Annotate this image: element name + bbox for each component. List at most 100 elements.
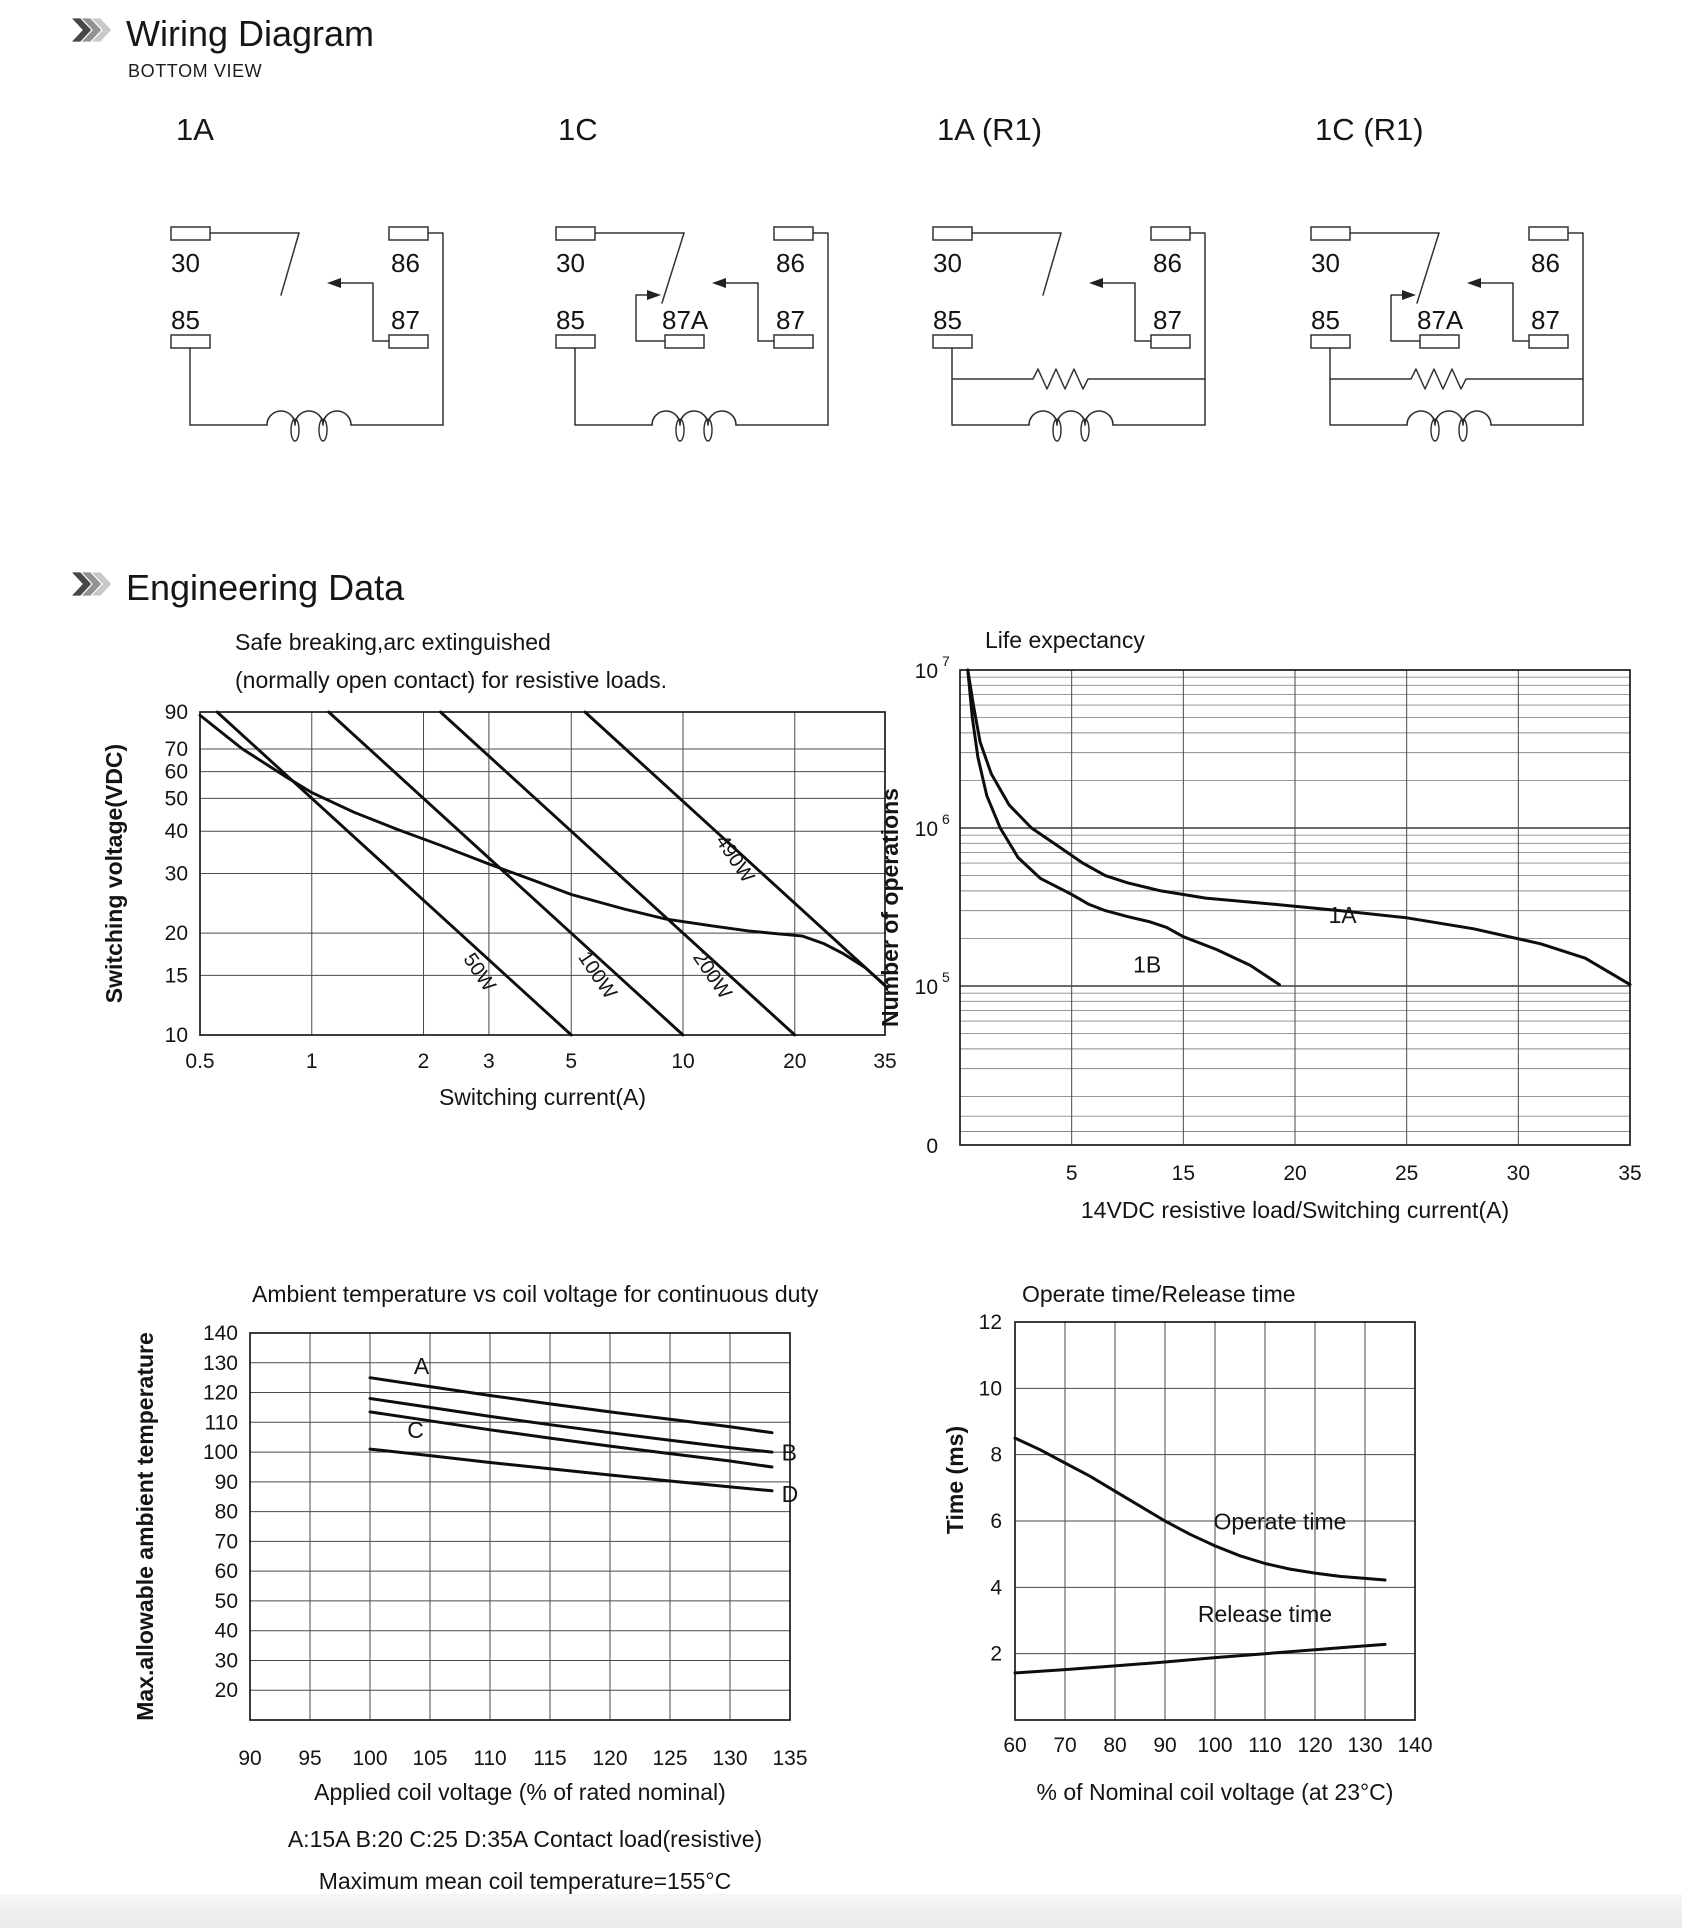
y-tick-label: 50: [215, 1590, 238, 1613]
terminal-label-86: 86: [1531, 248, 1560, 278]
series-50w: [215, 710, 573, 1037]
series-label: Operate time: [1214, 1508, 1347, 1534]
wiring-diagram-1a: 30 86 85 87: [170, 226, 444, 442]
x-tick-label: 80: [1103, 1734, 1126, 1757]
x-axis-title: 14VDC resistive load/Switching current(A…: [1081, 1197, 1509, 1223]
diagram-label-1ar1: 1A (R1): [937, 112, 1043, 147]
series-200w: [439, 710, 797, 1037]
switch-blade: [1042, 232, 1062, 296]
series-label: Release time: [1198, 1601, 1332, 1627]
terminal-label-87: 87: [776, 305, 805, 335]
x-tick-label: 115: [533, 1747, 566, 1770]
x-tick-label: 3: [483, 1050, 495, 1073]
terminal-label-86: 86: [776, 248, 805, 278]
y-tick-label: 6: [990, 1510, 1002, 1533]
series-label: 1A: [1329, 902, 1358, 928]
terminal-label-86: 86: [391, 248, 420, 278]
x-tick-label: 70: [1053, 1734, 1076, 1757]
series-100w: [327, 710, 685, 1037]
x-tick-label: 15: [1172, 1162, 1195, 1185]
y-tick-label: 140: [203, 1322, 238, 1345]
diagram-label-1cr1: 1C (R1): [1315, 112, 1424, 147]
wiring-section-title: Wiring Diagram: [126, 13, 375, 54]
x-tick-label: 120: [1297, 1734, 1332, 1757]
wiring-diagram-1c: 30 86 85 87 87A: [555, 226, 829, 442]
arrowhead-right: [1402, 290, 1416, 300]
engineering-section-title: Engineering Data: [126, 567, 405, 608]
series-operate-time: [1013, 1436, 1387, 1582]
series-max-switching-limit: [198, 713, 887, 987]
contact-87a-arrow: [635, 290, 666, 342]
parallel-resistor: [951, 368, 1206, 390]
y-tick-label: 60: [165, 761, 188, 784]
y-tick-label: 10: [915, 976, 938, 999]
y-tick-label: 20: [165, 922, 188, 945]
chart-title: Operate time/Release time: [1022, 1281, 1296, 1307]
engineering-header-text: Engineering Data: [126, 568, 404, 608]
y-axis-title: Time (ms): [942, 1426, 968, 1534]
x-tick-label: 135: [772, 1747, 807, 1770]
x-tick-label: 35: [873, 1050, 896, 1073]
y-axis-title: Number of operations: [877, 788, 903, 1027]
wiring-diagram-1a-r1-: 30 86 85 87: [932, 226, 1206, 442]
y-tick-label: 30: [215, 1649, 238, 1672]
series-label: C: [407, 1417, 424, 1443]
x-tick-label: 130: [1347, 1734, 1382, 1757]
series-1b: [966, 668, 1281, 987]
chart-title: (normally open contact) for resistive lo…: [235, 667, 667, 693]
chart-title: Life expectancy: [985, 627, 1145, 653]
x-tick-label: 2: [418, 1050, 430, 1073]
diagram-label-1a: 1A: [176, 112, 214, 147]
y-tick-label: 8: [990, 1444, 1002, 1467]
x-tick-label: 130: [712, 1747, 747, 1770]
y-tick-label: 90: [165, 701, 188, 724]
arrowhead-left: [327, 278, 341, 288]
contact-87a-arrow: [1390, 290, 1421, 342]
terminal-label-87: 87: [1153, 305, 1182, 335]
series-label: 1B: [1133, 951, 1161, 977]
series-label: 50W: [459, 949, 500, 995]
switch-blade: [661, 232, 685, 304]
y-tick-label: 15: [165, 964, 188, 987]
y-tick-label: 2: [990, 1643, 1002, 1666]
series-release-time: [1013, 1642, 1387, 1675]
x-tick-label: 35: [1618, 1162, 1641, 1185]
relay-coil: [1406, 410, 1492, 442]
terminal-label-87a: 87A: [1417, 305, 1464, 335]
x-tick-label: 25: [1395, 1162, 1418, 1185]
y-tick-label: 120: [203, 1382, 238, 1405]
series-b: [368, 1397, 774, 1454]
x-tick-label: 125: [652, 1747, 687, 1770]
y-tick-label: 10: [915, 818, 938, 841]
y-axis-title: Max.allowable ambient temperature: [132, 1332, 158, 1721]
terminal-label-85: 85: [556, 305, 585, 335]
x-axis-title: % of Nominal coil voltage (at 23°C): [1037, 1779, 1394, 1805]
series-490w: [583, 710, 887, 987]
arrowhead-left: [712, 278, 726, 288]
terminal-label-87: 87: [391, 305, 420, 335]
y-tick-label: 60: [215, 1560, 238, 1583]
contact-87-arrow: [1089, 278, 1152, 342]
chart-title: Ambient temperature vs coil voltage for …: [252, 1281, 819, 1307]
terminal-label-87: 87: [1531, 305, 1560, 335]
x-tick-label: 10: [671, 1050, 694, 1073]
y-tick-label: 40: [165, 820, 188, 843]
wiring-section-subtitle: BOTTOM VIEW: [128, 60, 263, 81]
series-a: [368, 1376, 774, 1435]
x-tick-label: 0.5: [185, 1050, 214, 1073]
terminal-label-85: 85: [171, 305, 200, 335]
y-tick-label: 90: [215, 1471, 238, 1494]
y-tick-label: 10: [979, 1377, 1002, 1400]
y-tick-label: 70: [165, 738, 188, 761]
chevrons-icon: [72, 18, 112, 42]
x-tick-label: 90: [238, 1747, 261, 1770]
terminal-label-30: 30: [171, 248, 200, 278]
y-tick-label: 70: [215, 1530, 238, 1553]
contact-87-arrow: [712, 278, 775, 342]
arrowhead-left: [1467, 278, 1481, 288]
terminal-label-85: 85: [933, 305, 962, 335]
x-tick-label: 20: [1283, 1162, 1306, 1185]
x-tick-label: 30: [1507, 1162, 1530, 1185]
switch-blade: [1416, 232, 1440, 304]
